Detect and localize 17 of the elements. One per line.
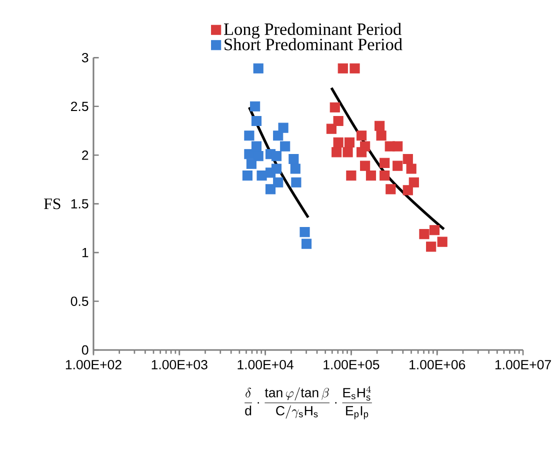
x-tick-label: 1.00E+04 — [238, 360, 294, 370]
legend-label: Short Predominant Period — [224, 38, 402, 50]
y-tick-label: 3 — [82, 52, 88, 62]
y-axis-title: FS — [44, 198, 60, 209]
x-axis-title: $\frac{\mathrm{\delta}}{\mathrm{d}}\cdot\frac{\mathrm{tan}\,\varphi/\mathrm{tan}\,\beta}{\mathrm{C}/\gamma_{\mathrm{s}}\mathrm{H}_{\mathrm{s}}}\cdot\frac{\mathrm{E}_{\mathrm{s}}\mathrm{H}_{\mathrm{s}}^{4}}{\mathrm{E}_{\mathrm{p}}\mathrm{I}_{\mathrm{p}}}$ — [244, 386, 372, 420]
x-tick-label: 1.00E+06 — [410, 360, 466, 370]
legend-label: Long Predominant Period — [224, 22, 402, 38]
y-tick-label: 2.5 — [71, 102, 88, 111]
x-tick-label: 1.00E+03 — [152, 360, 208, 370]
y-tick-label: 1 — [82, 248, 88, 257]
y-tick-label: 0 — [82, 345, 88, 355]
y-tick-label: 2 — [82, 150, 88, 160]
y-tick-label: 1.5 — [71, 199, 88, 208]
x-tick-label: 1.00E+02 — [66, 360, 122, 370]
x-tick-label: 1.00E+05 — [324, 360, 380, 370]
y-tick-label: 0.5 — [70, 296, 88, 306]
x-tick-label: 1.00E+07 — [495, 360, 551, 370]
